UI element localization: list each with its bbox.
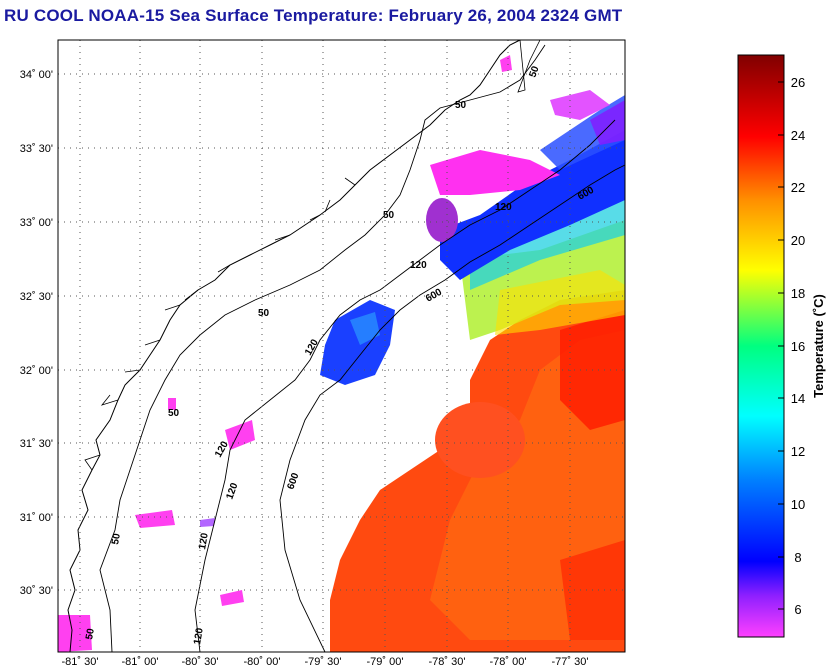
lat-tick-label: 31˚ 00' [20,512,53,524]
warm-eddy [435,402,525,478]
cold-coastal-patch [220,590,244,606]
colorbar-tick-label: 24 [791,128,805,143]
colorbar-label: Temperature (˚C) [811,294,826,398]
lon-tick-label: -81˚ 30' [62,656,99,668]
colorbar-tick-label: 22 [791,180,805,195]
isobath-120 [194,119,616,653]
cold-coastal-patch [168,398,176,410]
lon-tick-label: -79˚ 30' [305,656,342,668]
isobath-label: 50 [455,100,467,111]
cold-nearshore [430,150,560,195]
cold-patch-offshore-inner [350,312,380,345]
isobath-label: 120 [303,337,321,357]
isobath-label: 50 [258,308,270,319]
colorbar-ticks [778,81,784,610]
colorbar-tick-label: 10 [791,497,805,512]
map-frame [57,39,626,653]
isobaths [99,44,626,653]
colorbar-tick-label: 20 [791,233,805,248]
front-yellow [495,270,625,335]
lat-tick-label: 33˚ 00' [20,217,53,229]
cold-coastal-patch [135,510,175,528]
lon-tick-label: -80˚ 30' [182,656,219,668]
cold-nearshore [550,90,610,120]
lat-tick-label: 32˚ 00' [20,365,53,377]
isobath-label: 120 [197,532,211,551]
cold-shelf-water [440,130,625,280]
isobath-label: 50 [168,408,180,419]
isobath-labels: 50 50 50 50 50 50 50 120 120 120 120 120… [84,64,596,645]
lat-tick-label: 30˚ 30' [20,585,53,597]
isobath-label: 50 [527,64,541,79]
isobath-label: 50 [383,210,395,221]
colorbar-ramp [737,54,785,638]
longitude-labels: -81˚ 30' -81˚ 00' -80˚ 30' -80˚ 00' -79˚… [62,656,589,668]
sst-imagery [58,55,625,652]
lon-tick-label: -77˚ 30' [552,656,589,668]
isobath-label: 120 [224,481,240,501]
colorbar-tick-label: 18 [791,286,805,301]
cold-nearshore-purple [426,198,458,242]
map-title: RU COOL NOAA-15 Sea Surface Temperature:… [4,6,623,25]
isobath-label: 600 [424,287,444,305]
isobath-label: 600 [285,471,301,491]
lon-tick-label: -79˚ 00' [367,656,404,668]
isobath-label: 120 [192,627,206,646]
isobath-label: 50 [110,532,123,545]
lat-tick-label: 33˚ 30' [20,143,53,155]
isobath-50 [99,44,546,653]
isobath-label: 120 [410,260,427,271]
cold-coastal-patch [58,615,92,652]
cold-coastal-patch [500,55,512,72]
isobath-label: 120 [495,202,512,213]
cool-purple [590,100,625,145]
colorbar-tick-label: 6 [794,602,801,617]
colorbar-tick-labels: 26 24 22 20 18 16 14 12 10 8 6 [791,75,805,617]
coastline [67,39,521,653]
isobath-600 [279,164,626,653]
cold-patch-offshore [320,300,395,385]
colorbar-tick-label: 26 [791,75,805,90]
colorbar-tick-label: 12 [791,444,805,459]
colorbar: 26 24 22 20 18 16 14 12 10 8 6 Temperatu… [737,54,826,638]
lat-tick-label: 34˚ 00' [20,69,53,81]
lon-tick-label: -80˚ 00' [244,656,281,668]
lon-tick-label: -81˚ 00' [122,656,159,668]
lon-tick-label: -78˚ 30' [429,656,466,668]
lat-tick-label: 32˚ 30' [20,291,53,303]
cold-coastal-patch [200,518,215,527]
colorbar-tick-label: 16 [791,339,805,354]
coastline-estuaries [84,39,541,471]
latitude-labels: 34˚ 00' 33˚ 30' 33˚ 00' 32˚ 30' 32˚ 00' … [20,69,53,597]
lat-tick-label: 31˚ 30' [20,438,53,450]
colorbar-tick-label: 14 [791,391,805,406]
isobath-label: 50 [84,627,97,640]
graticule [58,40,625,652]
lon-tick-label: -78˚ 00' [490,656,527,668]
colorbar-tick-label: 8 [794,550,801,565]
